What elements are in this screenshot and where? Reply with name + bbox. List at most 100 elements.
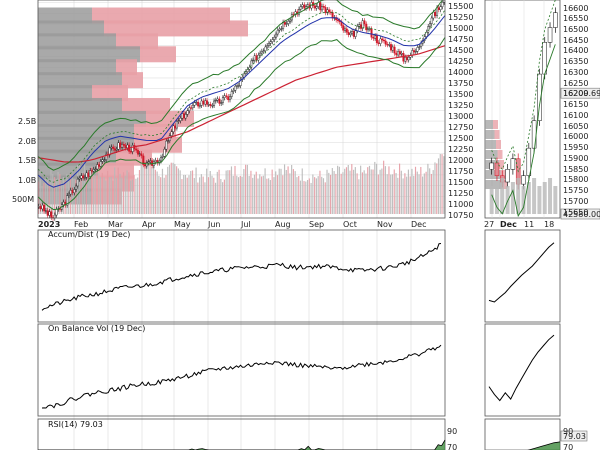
volume-bar [145, 163, 148, 214]
candle-body [428, 23, 431, 27]
month-label: May [174, 220, 191, 229]
volume-bar [321, 176, 323, 214]
candle-body [259, 52, 262, 56]
volume-bar [39, 179, 41, 214]
candle-body [82, 175, 85, 179]
volume-bar [391, 174, 394, 214]
volume-bar [393, 169, 395, 214]
candle-body [126, 144, 129, 149]
rsi-line [38, 439, 446, 450]
volume-bar [537, 186, 542, 214]
parabolic-sar [491, 0, 556, 173]
volume-bar [172, 162, 174, 214]
volume-bar [317, 176, 319, 214]
detail-date-label: Dec [500, 220, 517, 229]
detail-price-tick: 16000 [563, 132, 588, 141]
candle-body [221, 97, 224, 103]
volume-bar [338, 166, 340, 214]
volume-bar [335, 173, 337, 214]
volume-bar [98, 172, 100, 214]
volume-bar [94, 175, 96, 214]
candle-body [230, 91, 233, 97]
volume-bar [211, 175, 213, 214]
candle-body [227, 96, 230, 101]
volume-bar [91, 166, 93, 214]
volume-profile-bar [499, 160, 504, 169]
candle-body [315, 6, 318, 9]
rsi-line [527, 441, 561, 450]
volume-bar [135, 178, 137, 214]
volume-bar [303, 181, 305, 214]
candle-body [414, 51, 417, 53]
volume-bar [432, 170, 434, 214]
volume-bar [375, 163, 378, 214]
candle-body [244, 71, 247, 75]
last-volume-tag [560, 208, 600, 220]
volume-bar [138, 170, 141, 214]
volume-bar [413, 175, 415, 214]
month-label: Apr [142, 220, 157, 229]
candle-body [44, 210, 47, 212]
volume-bar [80, 176, 82, 214]
parabolic-sar [37, 9, 446, 183]
month-label: Sep [309, 220, 324, 229]
volume-bar [324, 182, 326, 214]
volume-bar [328, 172, 330, 214]
volume-profile-bar [38, 72, 122, 89]
detail-price-tick: 15850 [563, 165, 588, 174]
price-tick: 13250 [448, 101, 473, 110]
volume-bar [310, 182, 312, 214]
volume-bar [315, 178, 317, 214]
candle-body [122, 144, 125, 146]
volume-bar [87, 171, 89, 214]
volume-bar [153, 162, 155, 214]
candle-body [301, 4, 304, 7]
volume-bar [282, 175, 284, 214]
candle-body [531, 120, 537, 149]
volume-bar [218, 169, 220, 214]
candle-body [354, 30, 357, 37]
candle-body [50, 211, 53, 218]
volume-bar [193, 177, 195, 214]
volume-profile-bar [485, 130, 495, 139]
volume-bar [119, 173, 121, 214]
candle-body [413, 50, 416, 53]
candle-body [159, 157, 162, 162]
volume-bar [252, 177, 254, 214]
volume-tick: 2.0B [18, 137, 36, 146]
volume-bar [390, 174, 392, 214]
volume-bar [349, 170, 351, 214]
volume-profile-bar [485, 170, 501, 179]
candle-body [188, 107, 191, 111]
candle-body [43, 204, 46, 212]
rsi-value-tag [560, 430, 588, 442]
price-tick: 11500 [448, 178, 473, 187]
volume-bar [532, 178, 537, 214]
volume-bar [441, 154, 443, 214]
candle-body [228, 96, 231, 101]
detail-price-tick: 16200 [563, 89, 588, 98]
candle-body [225, 95, 228, 97]
volume-bar [306, 179, 309, 214]
candle-body [322, 6, 325, 8]
candle-body [69, 190, 72, 195]
bollinger-band-lower [491, 44, 556, 218]
price-tick: 13500 [448, 90, 473, 99]
candle-body [521, 175, 526, 185]
month-label: Jun [207, 220, 221, 229]
candle-body [182, 113, 185, 119]
volume-profile-bar [497, 150, 503, 159]
volume-bar [363, 170, 365, 214]
candle-body [505, 169, 510, 183]
candle-body [135, 148, 138, 151]
volume-bar [289, 173, 291, 214]
bollinger-band-upper [37, 0, 444, 171]
candle-body [352, 31, 355, 37]
candle-body [101, 159, 104, 162]
moving-average-line [37, 15, 446, 188]
volume-bar [437, 158, 440, 214]
detail-price-tick: 16150 [563, 100, 588, 109]
volume-bar [280, 168, 282, 214]
candle-body [416, 47, 419, 52]
candle-body [98, 164, 101, 167]
